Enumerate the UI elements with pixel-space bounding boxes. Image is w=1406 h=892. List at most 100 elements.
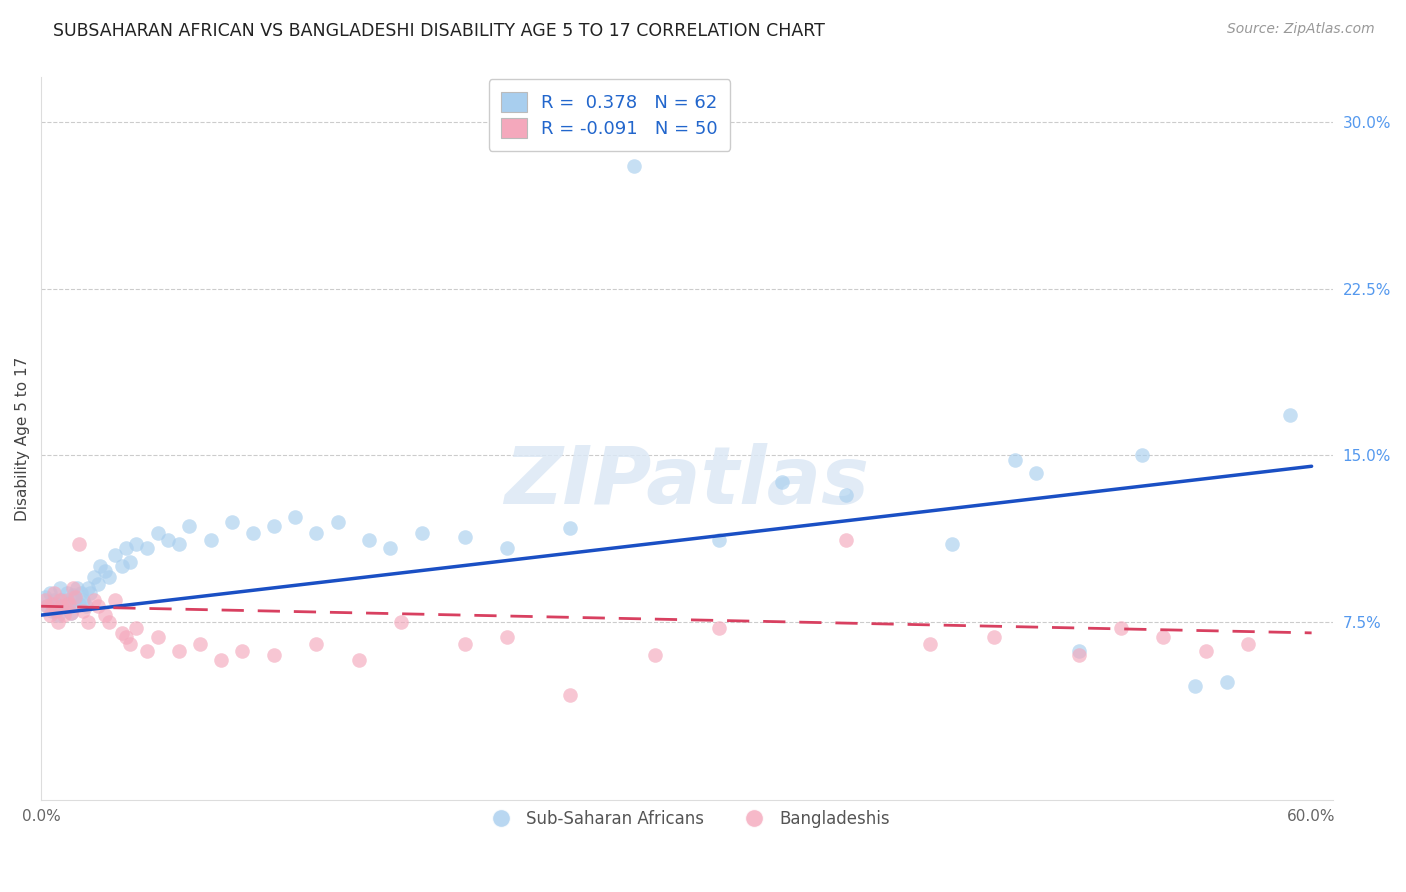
- Point: [89, 559, 111, 574]
- Text: Source: ZipAtlas.com: Source: ZipAtlas.com: [1227, 22, 1375, 37]
- Point: [51, 599, 73, 614]
- Point: [167, 643, 190, 657]
- Point: [49, 582, 72, 596]
- Point: [59, 606, 82, 620]
- Point: [941, 537, 963, 551]
- Point: [1067, 648, 1090, 662]
- Point: [231, 643, 253, 657]
- Point: [200, 533, 222, 547]
- Point: [284, 510, 307, 524]
- Point: [104, 548, 127, 562]
- Point: [453, 530, 475, 544]
- Point: [179, 519, 201, 533]
- Point: [411, 525, 433, 540]
- Point: [83, 570, 105, 584]
- Point: [114, 541, 136, 556]
- Point: [496, 630, 519, 644]
- Point: [136, 643, 159, 657]
- Point: [118, 555, 141, 569]
- Point: [110, 559, 132, 574]
- Point: [93, 608, 115, 623]
- Point: [221, 515, 243, 529]
- Point: [835, 488, 858, 502]
- Point: [770, 475, 793, 489]
- Point: [53, 608, 76, 623]
- Point: [97, 615, 120, 629]
- Point: [1025, 466, 1047, 480]
- Point: [125, 622, 148, 636]
- Point: [45, 604, 67, 618]
- Point: [136, 541, 159, 556]
- Point: [326, 515, 349, 529]
- Point: [46, 615, 69, 629]
- Text: ZIPatlas: ZIPatlas: [505, 442, 869, 521]
- Point: [1216, 674, 1239, 689]
- Point: [263, 519, 285, 533]
- Point: [55, 586, 77, 600]
- Point: [1184, 679, 1206, 693]
- Legend: Sub-Saharan Africans, Bangladeshis: Sub-Saharan Africans, Bangladeshis: [478, 803, 896, 835]
- Point: [51, 592, 73, 607]
- Point: [209, 652, 232, 666]
- Point: [496, 541, 519, 556]
- Point: [76, 615, 98, 629]
- Point: [34, 592, 56, 607]
- Point: [75, 599, 97, 614]
- Point: [389, 615, 412, 629]
- Point: [453, 637, 475, 651]
- Point: [157, 533, 180, 547]
- Point: [114, 630, 136, 644]
- Point: [66, 582, 89, 596]
- Point: [53, 599, 76, 614]
- Point: [920, 637, 942, 651]
- Point: [38, 608, 60, 623]
- Point: [983, 630, 1005, 644]
- Point: [41, 604, 63, 618]
- Point: [305, 637, 328, 651]
- Point: [45, 597, 67, 611]
- Point: [58, 597, 80, 611]
- Point: [93, 564, 115, 578]
- Point: [72, 604, 94, 618]
- Point: [79, 586, 101, 600]
- Point: [1067, 643, 1090, 657]
- Point: [62, 588, 84, 602]
- Point: [623, 159, 645, 173]
- Point: [70, 586, 93, 600]
- Point: [67, 597, 90, 611]
- Point: [560, 521, 582, 535]
- Point: [72, 592, 94, 607]
- Point: [188, 637, 211, 651]
- Point: [707, 622, 730, 636]
- Point: [42, 586, 65, 600]
- Point: [835, 533, 858, 547]
- Point: [1279, 408, 1302, 422]
- Point: [644, 648, 666, 662]
- Point: [1109, 622, 1132, 636]
- Point: [76, 582, 98, 596]
- Point: [34, 591, 56, 605]
- Point: [58, 597, 80, 611]
- Point: [83, 592, 105, 607]
- Point: [305, 525, 328, 540]
- Point: [242, 525, 264, 540]
- Point: [59, 606, 82, 620]
- Point: [359, 533, 381, 547]
- Y-axis label: Disability Age 5 to 17: Disability Age 5 to 17: [15, 357, 30, 521]
- Point: [37, 599, 59, 614]
- Point: [63, 592, 86, 607]
- Point: [146, 525, 169, 540]
- Point: [380, 541, 402, 556]
- Point: [707, 533, 730, 547]
- Point: [1237, 637, 1260, 651]
- Point: [125, 537, 148, 551]
- Point: [347, 652, 370, 666]
- Point: [1152, 630, 1174, 644]
- Point: [49, 592, 72, 607]
- Point: [37, 599, 59, 614]
- Point: [87, 599, 110, 614]
- Point: [55, 592, 77, 607]
- Point: [63, 591, 86, 605]
- Point: [560, 688, 582, 702]
- Point: [104, 592, 127, 607]
